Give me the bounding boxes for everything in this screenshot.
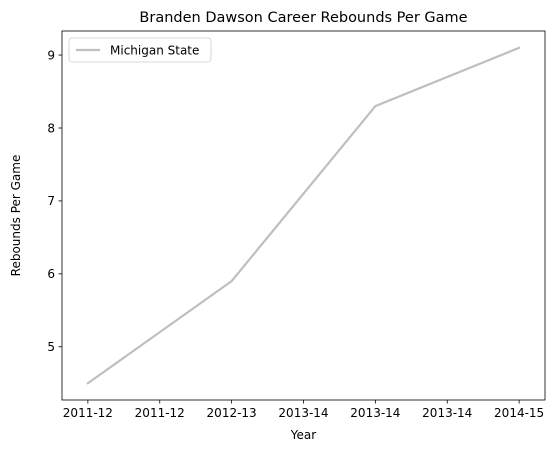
data-point [87,382,89,384]
x-tick-label: 2012-13 [207,406,257,420]
series-line-0 [86,46,521,385]
data-point [231,280,233,282]
data-point [518,47,520,49]
chart-title: Branden Dawson Career Rebounds Per Game [139,10,467,26]
y-tick-label: 5 [47,340,55,354]
y-axis: 5 6 7 8 9 [47,48,62,354]
x-axis-label: Year [290,428,316,442]
series-layer [86,46,521,385]
x-tick-label: 2011-12 [63,406,113,420]
x-tick-label: 2013-14 [422,406,472,420]
x-tick-label: 2013-14 [278,406,328,420]
legend-entry-label: Michigan State [110,43,199,57]
y-tick-label: 9 [47,48,55,62]
legend: Michigan State [68,37,212,63]
y-tick-label: 8 [47,121,55,135]
x-tick-label: 2014-15 [494,406,544,420]
y-axis-label: Rebounds Per Game [9,155,23,277]
x-axis: 2011-12 2011-12 2012-13 2013-14 2013-14 2013-… [63,400,544,420]
y-tick-label: 6 [47,267,55,281]
x-tick-label: 2011-12 [135,406,185,420]
legend-box [68,37,212,63]
data-point [374,105,376,107]
x-tick-label: 2013-14 [350,406,400,420]
y-tick-label: 7 [47,194,55,208]
